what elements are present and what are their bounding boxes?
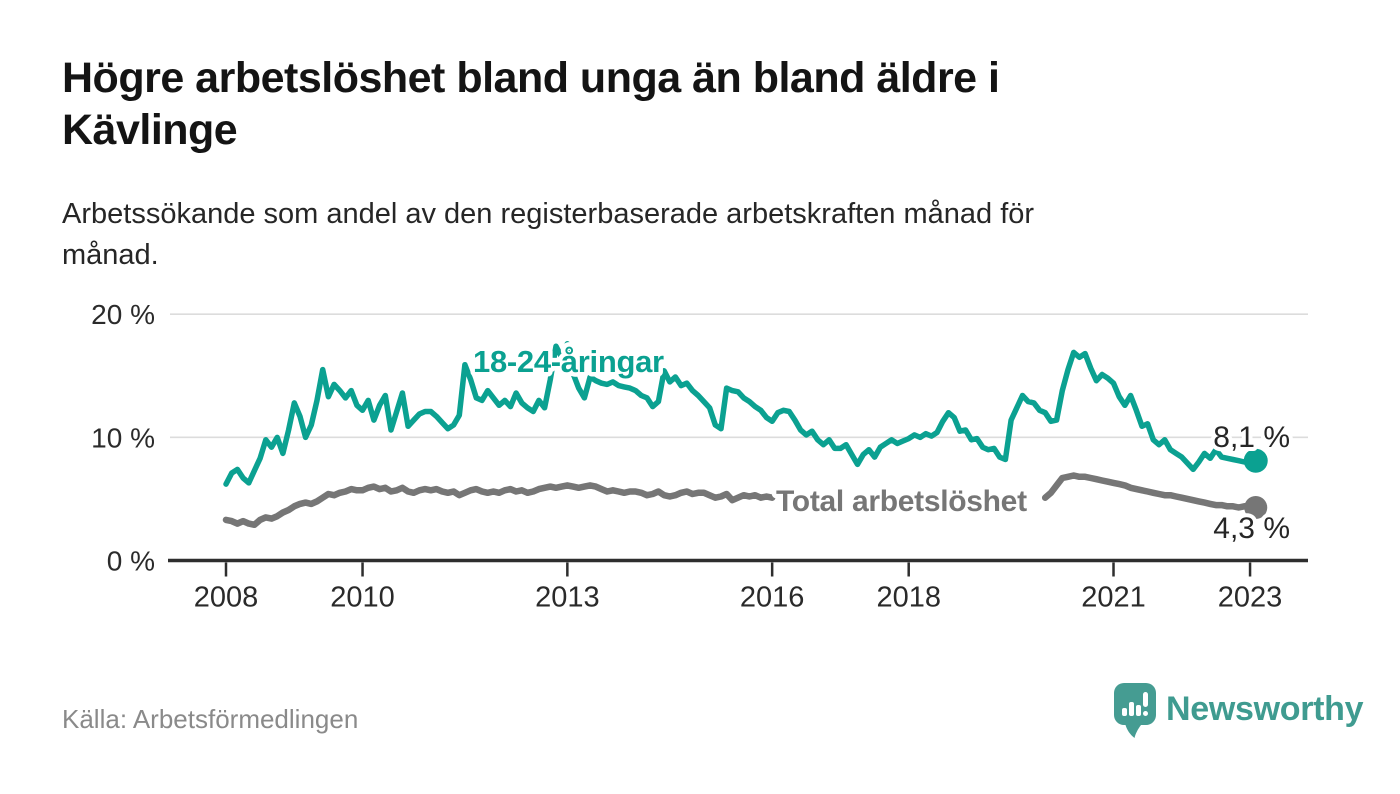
title-line-2: Kävlinge (62, 106, 238, 155)
source-note: Källa: Arbetsförmedlingen (62, 704, 359, 734)
exclamation-stem (1143, 692, 1148, 707)
title-line-1: Högre arbetslöshet bland unga än bland ä… (62, 54, 1000, 102)
subtitle-line-2: månad. (62, 238, 159, 271)
y-tick-label: 20 % (91, 299, 155, 330)
speech-bubble-shape (1114, 683, 1156, 738)
exclamation-dot (1143, 711, 1148, 716)
series-label-total: Total arbetslöshet (776, 485, 1027, 518)
bar-2 (1129, 702, 1134, 716)
series-line-total (222, 472, 1259, 529)
unemployment-line-chart: 0 % 10 % 20 % 2008 2010 2013 2016 2018 2021 2023 1… (91, 299, 1308, 614)
end-value-total: 4,3 % (1213, 512, 1290, 545)
bar-3 (1136, 705, 1141, 716)
bar-1 (1122, 708, 1127, 716)
x-tick-label: 2016 (740, 582, 805, 614)
y-tick-label: 10 % (91, 422, 155, 453)
series-line-youth (223, 341, 1259, 487)
brand-wordmark: Newsworthy (1166, 690, 1364, 728)
x-tick-label: 2013 (535, 582, 600, 614)
series-label-youth: 18-24-åringar (473, 344, 664, 379)
end-dot-youth (1243, 448, 1268, 473)
x-tick-label: 2018 (876, 582, 941, 614)
x-tick-label: 2023 (1218, 582, 1283, 614)
brand-logo: Newsworthy (1112, 682, 1372, 744)
x-tick-label: 2010 (330, 582, 395, 614)
chart-subtitle: Arbetssökande som andel av den registerb… (62, 194, 1292, 275)
chart-area: 0 % 10 % 20 % 2008 2010 2013 2016 2018 2021 2023 1… (0, 280, 1400, 620)
x-tick-label: 2021 (1081, 582, 1146, 614)
x-tick-label: 2008 (194, 582, 259, 614)
page-title: Högre arbetslöshet bland unga än bland ä… (62, 52, 1332, 157)
end-value-youth: 8,1 % (1213, 421, 1290, 454)
end-dot-total (1244, 496, 1268, 520)
subtitle-line-1: Arbetssökande som andel av den registerb… (62, 198, 1035, 230)
y-tick-label: 0 % (107, 546, 155, 577)
newsworthy-icon (1114, 683, 1156, 738)
